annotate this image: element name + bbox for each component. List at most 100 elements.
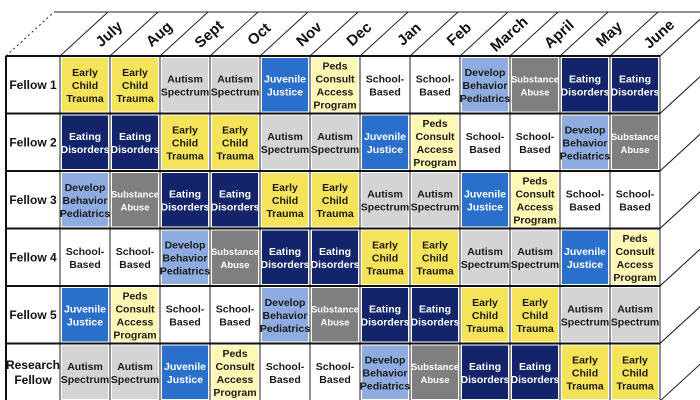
rotation-cell-text: Based [469, 144, 501, 156]
rotation-cell-text: Based [569, 201, 601, 213]
rotation-cell [462, 230, 508, 284]
rotation-cell-text: Early [72, 67, 98, 79]
rotation-cell-text: Abuse [120, 202, 149, 213]
rotation-cell-text: Trauma [616, 380, 654, 392]
rotation-cell [412, 230, 458, 284]
rotation-cell-text: Based [419, 86, 451, 98]
rotation-cell-text: School- [316, 361, 355, 373]
rotation-cell [612, 58, 658, 112]
rotation-cell-text: Eating [69, 131, 101, 143]
rotation-cell-text: Trauma [166, 150, 204, 162]
rotation-cell-text: Eating [319, 246, 351, 258]
header-divider [209, 11, 259, 57]
header-divider [459, 11, 509, 57]
rotation-cell [512, 230, 558, 284]
rotation-cell-text: Autism [417, 188, 453, 200]
rotation-cell-text: Program [413, 157, 456, 169]
rotation-cell-text: Trauma [66, 93, 104, 105]
rotation-cell-text: Trauma [566, 380, 604, 392]
rotation-cell [412, 288, 458, 342]
rotation-cell-text: Spectrum [311, 144, 359, 156]
header-divider [309, 11, 359, 57]
rotation-cell-text: Consult [315, 73, 355, 85]
rotation-cell-text: Consult [115, 303, 155, 315]
rotation-cell [562, 173, 608, 227]
rotation-cell-text: Autism [117, 361, 153, 373]
rotation-cell-text: Autism [367, 188, 403, 200]
rotation-cell [162, 288, 208, 342]
rotation-cell-text: Autism [517, 246, 553, 258]
header-divider [509, 11, 559, 57]
row-label: Fellow 5 [9, 308, 57, 322]
rotation-cell-text: Spectrum [211, 86, 259, 98]
rotation-cell-text: Disorders [410, 316, 459, 328]
rotation-cell-text: Program [513, 214, 556, 226]
rotation-cell-text: Consult [215, 361, 255, 373]
rotation-cell-text: Abuse [420, 375, 449, 386]
rotation-cell [262, 115, 308, 169]
rotation-cell [462, 115, 508, 169]
rotation-cell-text: Autism [617, 303, 653, 315]
rotation-cell [62, 115, 108, 169]
rotation-cell-text: School- [66, 246, 105, 258]
rotation-cell [462, 345, 508, 399]
rotation-cell-text: Autism [67, 361, 103, 373]
rotation-cell-text: Eating [619, 73, 651, 85]
rotation-cell [512, 288, 558, 342]
rotation-cell-text: Based [519, 144, 551, 156]
rotation-cell-text: Peds [122, 290, 147, 302]
rotation-cell-text: Trauma [416, 265, 454, 277]
rotation-cell-text: School- [566, 188, 605, 200]
month-header-label: Feb [444, 19, 475, 49]
rotation-cell [62, 288, 108, 342]
rotation-cell [262, 288, 308, 342]
rotation-cell [412, 345, 458, 399]
rotation-cell-text: Trauma [116, 93, 154, 105]
rotation-cell [262, 58, 308, 112]
rotation-cell-text: Trauma [466, 323, 504, 335]
rotation-cell-text: Behavior [163, 252, 208, 264]
rotation-cell-text: Justice [567, 259, 603, 271]
rotation-cell-text: Disorders [510, 374, 559, 386]
header-divider [59, 11, 109, 57]
rotation-cell-text: Pediatrics [460, 93, 510, 105]
row-label: Fellow 4 [9, 250, 57, 264]
rotation-cell-text: Justice [67, 316, 103, 328]
rotation-cell [312, 173, 358, 227]
rotation-cell [62, 230, 108, 284]
rotation-cell-text: Based [169, 316, 201, 328]
header-divider [259, 11, 309, 57]
rotation-cell [62, 173, 108, 227]
rotation-cell-text: Child [572, 367, 598, 379]
rotation-cell-text: Juvenile [264, 73, 306, 85]
rotation-cell-text: Autism [217, 73, 253, 85]
rotation-cell-text: Pediatrics [560, 150, 610, 162]
rotation-cell [562, 288, 608, 342]
rotation-cell [612, 173, 658, 227]
rotation-cell-text: School- [516, 131, 555, 143]
rotation-cell-text: Disorders [60, 144, 109, 156]
rotation-cell-text: Early [222, 124, 248, 136]
rotation-cell [212, 173, 258, 227]
rotation-cell-text: Consult [615, 246, 655, 258]
rotation-cell-text: Abuse [320, 317, 349, 328]
rotation-cell-text: Pediatrics [160, 265, 210, 277]
rotation-cell-text: Child [72, 80, 98, 92]
row-label: Fellow [14, 373, 52, 387]
rotation-cell-text: Justice [167, 374, 203, 386]
header-divider [559, 11, 609, 57]
rotation-cell-text: Early [272, 182, 298, 194]
rotation-cell [112, 58, 158, 112]
rotation-cell-text: Develop [265, 297, 306, 309]
rotation-cell [562, 345, 608, 399]
rotation-cell-text: Trauma [216, 150, 254, 162]
rotation-cell [112, 230, 158, 284]
rotation-cell-text: Access [317, 86, 354, 98]
rotation-cell-text: Eating [269, 246, 301, 258]
rotation-cell-text: Based [269, 374, 301, 386]
rotation-cell-text: Consult [415, 131, 455, 143]
month-header-label: Dec [343, 19, 375, 50]
rotation-cell [612, 230, 658, 284]
rotation-cell [112, 288, 158, 342]
rotation-cell [162, 230, 208, 284]
